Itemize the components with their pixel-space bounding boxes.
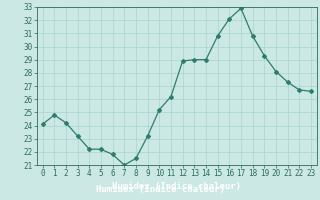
X-axis label: Humidex (Indice chaleur): Humidex (Indice chaleur) <box>112 182 241 191</box>
Text: Humidex (Indice chaleur): Humidex (Indice chaleur) <box>95 185 225 194</box>
